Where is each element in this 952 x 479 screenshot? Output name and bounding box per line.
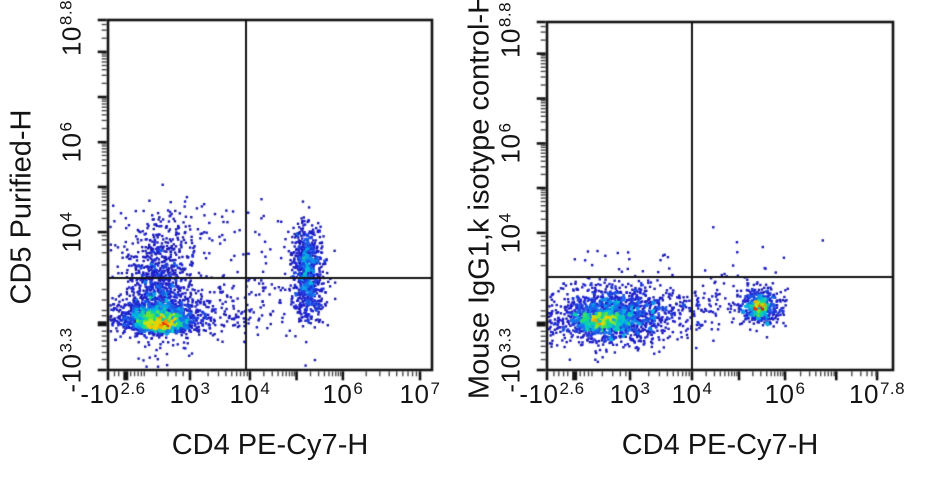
right-plot-y-axis-title: Mouse IgG1,k isotype control-H bbox=[463, 0, 496, 400]
tick-base: 10 bbox=[495, 223, 526, 254]
x-tick-label: 104 bbox=[671, 379, 713, 409]
x-tick-label: 103 bbox=[169, 379, 211, 409]
tick-base: 10 bbox=[671, 379, 702, 409]
x-tick-label: -102.6 bbox=[80, 379, 146, 409]
tick-superscript: 3.3 bbox=[495, 327, 515, 353]
x-tick-label: 107 bbox=[399, 379, 441, 409]
tick-superscript: 4 bbox=[495, 212, 515, 223]
tick-base: 10 bbox=[322, 379, 353, 409]
tick-superscript: 8.8 bbox=[495, 1, 515, 28]
tick-superscript: 6 bbox=[56, 121, 76, 132]
x-tick-label: -102.6 bbox=[519, 379, 585, 409]
left-plot-x-axis-title: CD4 PE-Cy7-H bbox=[171, 429, 369, 461]
tick-superscript: 4 bbox=[702, 379, 713, 398]
tick-superscript: 4 bbox=[260, 379, 271, 398]
x-tick-label: 104 bbox=[229, 379, 271, 409]
tick-base: 10 bbox=[56, 26, 87, 57]
x-tick-label: 107.8 bbox=[849, 379, 906, 409]
x-tick-label: 103 bbox=[609, 379, 651, 409]
tick-base: 10 bbox=[56, 222, 87, 253]
tick-superscript: 3 bbox=[640, 379, 651, 398]
tick-base: 10 bbox=[849, 379, 879, 409]
left-plot-y-axis-title: CD5 Purified-H bbox=[5, 109, 38, 305]
x-tick-label: 106 bbox=[764, 379, 806, 409]
tick-superscript: 3 bbox=[200, 379, 211, 398]
y-tick-label: -103.3 bbox=[495, 327, 526, 393]
tick-superscript: 8.8 bbox=[56, 0, 76, 26]
tick-base: 10 bbox=[609, 379, 640, 409]
y-tick-label: 108.8 bbox=[495, 1, 526, 59]
tick-superscript: 4 bbox=[56, 211, 76, 222]
y-tick-label: 106 bbox=[495, 122, 526, 164]
tick-superscript: 7 bbox=[430, 379, 441, 398]
y-tick-label: 104 bbox=[495, 212, 526, 254]
tick-superscript: 2.6 bbox=[120, 379, 146, 398]
tick-base: 10 bbox=[229, 379, 260, 409]
right-plot-x-axis-title: CD4 PE-Cy7-H bbox=[621, 429, 819, 461]
tick-base: -10 bbox=[80, 379, 120, 409]
tick-superscript: 7.8 bbox=[879, 379, 906, 398]
x-tick-label: 106 bbox=[322, 379, 364, 409]
tick-base: 10 bbox=[399, 379, 430, 409]
y-tick-label: 108.8 bbox=[56, 0, 87, 57]
y-tick-label: 106 bbox=[56, 121, 87, 163]
tick-base: 10 bbox=[169, 379, 200, 409]
tick-base: -10 bbox=[495, 353, 526, 393]
tick-base: 10 bbox=[56, 132, 87, 163]
tick-base: -10 bbox=[519, 379, 559, 409]
tick-superscript: 3.3 bbox=[56, 327, 76, 353]
tick-superscript: 6 bbox=[353, 379, 364, 398]
y-tick-label: -103.3 bbox=[56, 327, 87, 393]
tick-base: 10 bbox=[495, 28, 526, 59]
tick-base: 10 bbox=[764, 379, 795, 409]
y-tick-label: 104 bbox=[56, 211, 87, 253]
tick-superscript: 6 bbox=[795, 379, 806, 398]
tick-base: 10 bbox=[495, 133, 526, 164]
tick-superscript: 6 bbox=[495, 122, 515, 133]
tick-base: -10 bbox=[56, 353, 87, 393]
tick-superscript: 2.6 bbox=[559, 379, 585, 398]
